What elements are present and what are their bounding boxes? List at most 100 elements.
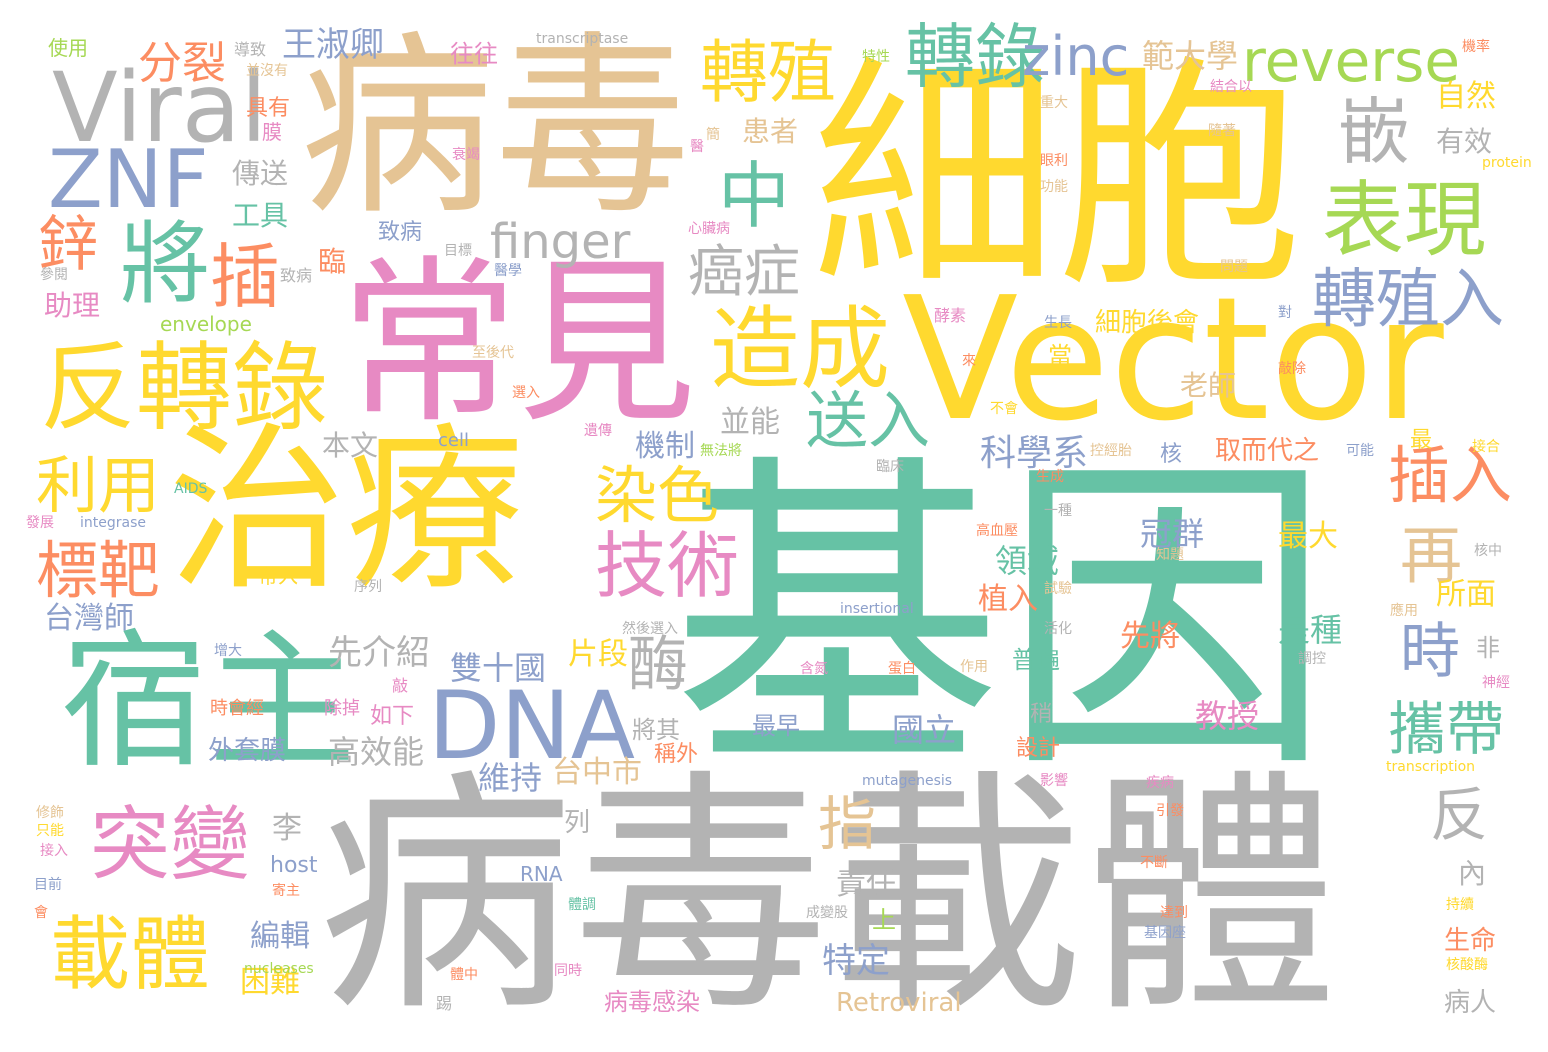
word-ranse: 染色 (595, 459, 720, 532)
word-gongneng: 功能 (1040, 179, 1068, 195)
word-liyong: 利用 (36, 449, 161, 522)
word-dairu: 帶入 (258, 564, 298, 588)
word-xiedai: 攜帶 (1388, 695, 1505, 763)
word-dna: DNA (428, 672, 636, 781)
word-titiao: 體調 (568, 897, 596, 913)
word-fanzhuanlu: 反轉錄 (40, 332, 328, 444)
word-zuizao: 最早 (752, 712, 800, 740)
word-yingxiang: 影響 (1040, 773, 1068, 789)
word-ruxia: 如下 (370, 704, 415, 729)
word-insertional: insertional (840, 601, 914, 617)
word-zuoyong: 作用 (960, 659, 988, 675)
word-ranhou: 然後選入 (622, 621, 678, 637)
word-shuangshiguo: 雙十國 (450, 649, 547, 687)
word-zuida: 最大 (1278, 519, 1338, 554)
word-chuansong: 傳送 (232, 157, 289, 190)
word-jiyin: 基因 (672, 428, 1332, 812)
word-muqian: 目前 (34, 877, 62, 893)
word-charu: 插入 (1388, 439, 1513, 512)
word-gaoxueya: 高血壓 (976, 523, 1018, 539)
word-bingduzaiti: 病毒載體 (318, 749, 1339, 1046)
word-xie: 致病 (280, 266, 313, 285)
word-znf: ZNF (48, 133, 209, 226)
word-tongshi: 同時 (554, 963, 582, 979)
word-guanqun: 冠群 (1140, 515, 1205, 553)
word-weichi: 維持 (478, 759, 543, 797)
word-zhiru: 植入 (978, 582, 1038, 617)
word-zui: 最 (1410, 428, 1433, 453)
word-wangwang: 往往 (450, 40, 498, 68)
word-jibing: 疾病 (1146, 775, 1174, 791)
word-zhiliao: 治療 (168, 407, 524, 614)
word-xianjiang: 先將 (1120, 619, 1180, 654)
word-huanzhe: 患者 (742, 115, 799, 148)
word-zhuli: 助理 (44, 289, 101, 322)
word-yinfa: 引發 (1156, 803, 1184, 819)
word-xulie: 序列 (354, 579, 382, 595)
word-xiushi: 修飾 (36, 805, 64, 821)
word-ziran: 自然 (1436, 79, 1496, 114)
word-zhibing: 致病 (378, 220, 423, 245)
word-quer: 取而代之 (1215, 436, 1320, 466)
word-jiaosu: 酵素 (934, 306, 967, 325)
word-tizhong: 體中 (450, 967, 478, 983)
word-taiwanshi: 台灣師 (44, 601, 134, 636)
word-wangshuqing: 王淑卿 (282, 25, 384, 65)
word-fenlie: 分裂 (138, 38, 226, 89)
word-yizhong: 一種 (1044, 503, 1072, 519)
word-mo: 膜 (262, 120, 282, 144)
word-yichuan: 遺傳 (584, 423, 612, 439)
word-rna: RNA (520, 862, 563, 886)
word-cha: 插 (210, 236, 280, 318)
word-mei: 酶 (628, 630, 688, 700)
word-biaoxian: 表現 (1322, 173, 1487, 268)
word-canyue: 參閱 (40, 267, 68, 283)
word-jiehe2: 接合 (1472, 439, 1500, 455)
word-sheji: 設計 (1016, 736, 1061, 761)
word-wufa: 無法將 (700, 443, 742, 459)
word-zeren: 責任 (836, 867, 896, 902)
word-hesuanmei: 核酸酶 (1446, 957, 1488, 973)
word-xibao: 細胞 (812, 35, 1302, 320)
word-chengbiangu: 成變股 (806, 905, 848, 921)
word-shengming: 生命 (1444, 926, 1497, 956)
word-changjian: 常見 (340, 240, 696, 447)
word-jian: 簡 (706, 127, 720, 143)
word-bingren: 病人 (1444, 988, 1497, 1018)
word-xuanru: 選入 (512, 385, 540, 401)
word-zaocheng: 造成 (710, 297, 890, 402)
word-handan: 含氮 (800, 661, 828, 677)
word-xianjieshao: 先介紹 (328, 633, 430, 673)
word-jiangqi: 將其 (632, 716, 680, 744)
word-shang: 上 (872, 906, 896, 934)
word-jiaoshou: 教授 (1195, 697, 1260, 735)
word-mubiao: 目標 (444, 243, 472, 259)
word-songru: 送入 (806, 384, 931, 457)
word-jiyinzuo: 基因座 (1144, 925, 1186, 941)
word-teding: 特定 (822, 941, 890, 981)
word-jiang: 將 (120, 212, 210, 317)
word-host: host (270, 853, 318, 878)
word-zai: 再 (1400, 519, 1463, 592)
word-chudiao: 除掉 (324, 698, 360, 719)
word-tubian: 突變 (90, 798, 250, 891)
word-suzhu: 宿主 (60, 616, 356, 788)
word-tiaokong: 調控 (1298, 651, 1326, 667)
word-huohua: 活化 (1044, 621, 1072, 637)
word-waitaomo: 外套膜 (208, 736, 287, 766)
word-linchuang: 臨床 (876, 459, 904, 475)
word-yingyong: 應用 (1390, 603, 1418, 619)
word-suomian: 所面 (1436, 577, 1496, 612)
word-buduan: 不斷 (1140, 855, 1168, 871)
word-zhuanzhi: 轉殖 (700, 34, 837, 113)
word-fei: 非 (1476, 634, 1500, 662)
word-zhi: 指 (818, 790, 877, 858)
word-bingmeiyou: 並沒有 (246, 63, 288, 79)
word-lie: 列 (564, 808, 591, 838)
word-laoshi: 老師 (1180, 369, 1237, 402)
word-bingdu: 病毒 (300, 14, 690, 241)
word-buhui: 不會 (990, 401, 1018, 417)
word-li: 李 (272, 811, 302, 846)
word-bianji: 編輯 (250, 919, 310, 954)
word-xin: 鋅 (38, 210, 98, 280)
